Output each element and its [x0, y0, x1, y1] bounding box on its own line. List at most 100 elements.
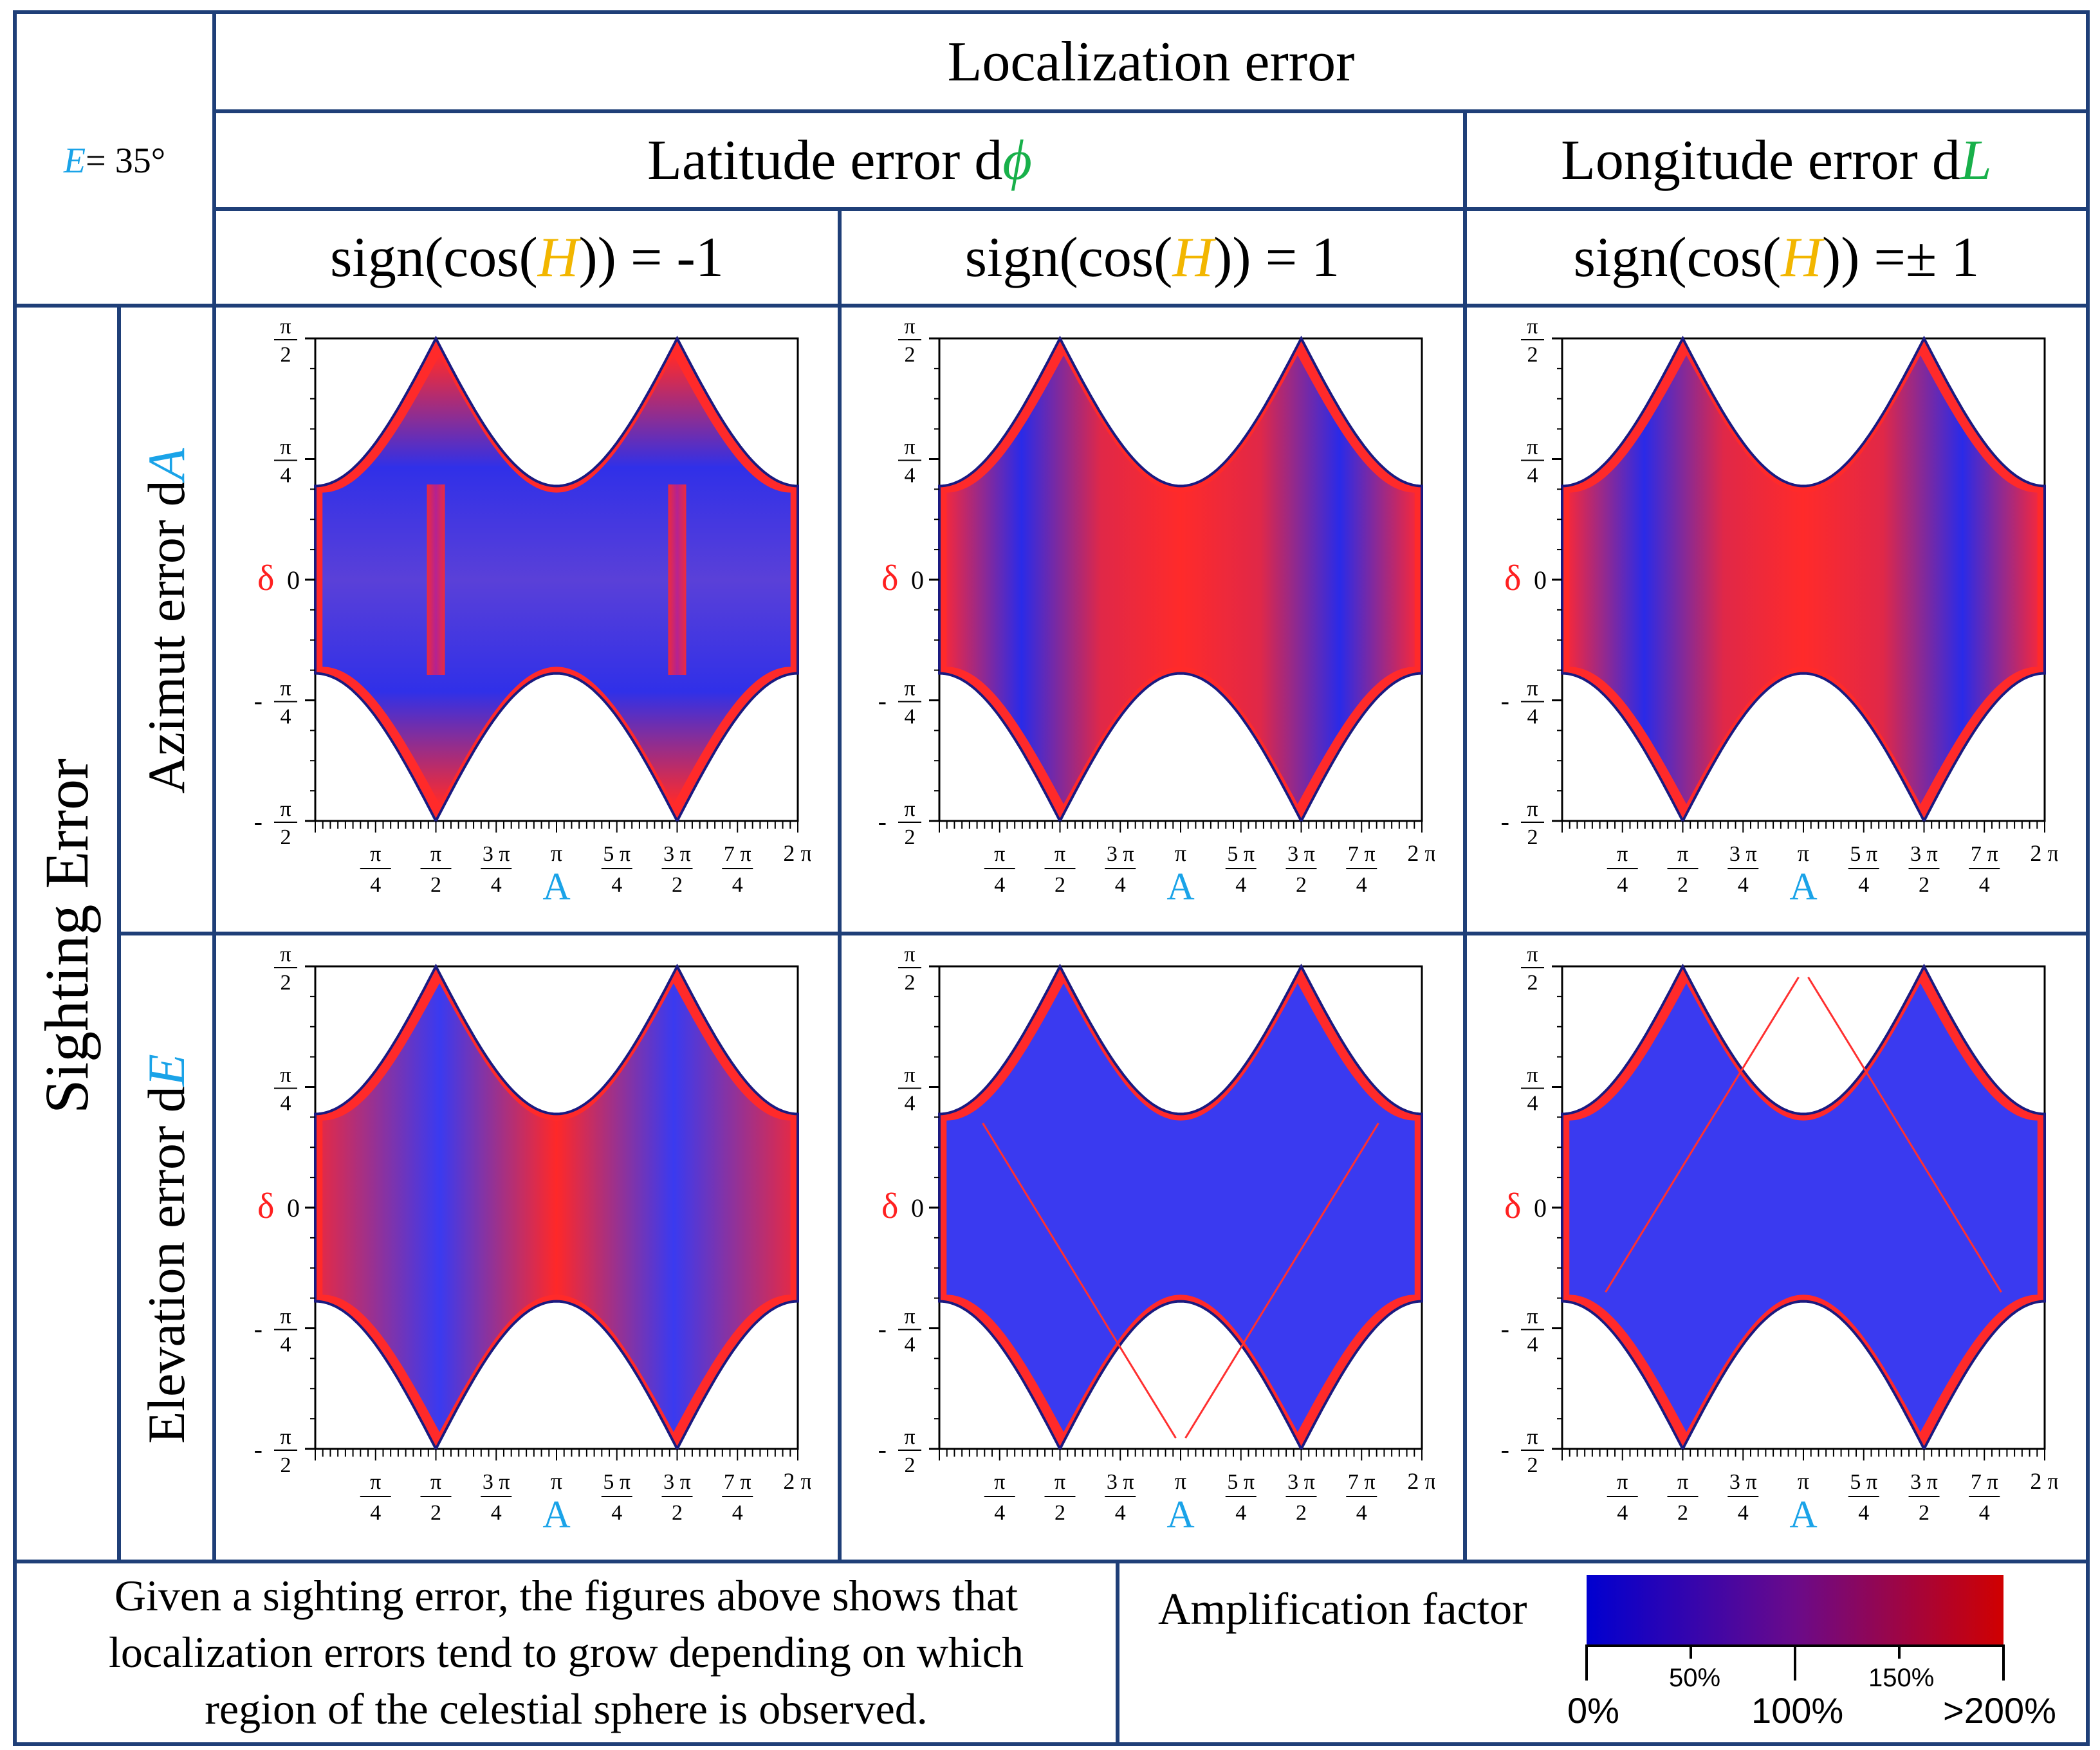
x-tick-num: 3 π	[483, 1470, 510, 1494]
y-tick-den: 2	[905, 1453, 916, 1477]
legend-title: Amplification factor	[1158, 1585, 1527, 1634]
x-tick-num: π	[1677, 842, 1688, 866]
y-tick-sign: -	[254, 1314, 262, 1343]
y-tick-sign: -	[254, 1435, 262, 1464]
y-tick-den: 2	[1527, 971, 1538, 995]
x-tick-den: 2	[1296, 1501, 1307, 1525]
y-tick-num: π	[904, 1425, 915, 1449]
x-tick-den: 4	[1617, 1501, 1628, 1525]
latitude-label: Latitude error d	[647, 129, 1003, 192]
x-tick-den: 2	[1296, 873, 1307, 897]
y-tick-num: π	[904, 1305, 915, 1329]
x-tick-num: π	[994, 1470, 1005, 1494]
y-tick-den: 2	[281, 971, 291, 995]
y-tick-den: 4	[1527, 1092, 1538, 1116]
legend-tick: >200%	[1943, 1690, 2056, 1731]
x-tick-label: 2 π	[783, 840, 811, 866]
sign-prefix: sign(cos(	[330, 226, 538, 289]
footer-note: Given a sighting error, the figures abov…	[17, 1567, 1116, 1737]
y-tick-label: 0	[911, 1193, 924, 1222]
plot-heatmap	[1569, 355, 2038, 804]
x-tick-label: π	[1175, 1468, 1186, 1494]
x-tick-num: π	[430, 1470, 441, 1494]
y-tick-den: 4	[281, 1092, 291, 1116]
y-tick-num: π	[280, 677, 291, 701]
y-tick-den: 2	[905, 343, 916, 367]
legend-box	[1116, 1560, 2090, 1746]
red-vertical-band	[427, 484, 445, 676]
x-tick-num: 7 π	[724, 1470, 751, 1494]
sign-header-pos: sign(cos(H)) = 1	[838, 207, 1467, 308]
x-tick-num: 3 π	[1729, 842, 1757, 866]
plot-field	[322, 355, 791, 804]
y-tick-num: π	[1527, 315, 1538, 338]
elevation-symbol: E	[63, 141, 86, 181]
sign-suffix: )) =± 1	[1821, 226, 1980, 289]
plot-field	[322, 983, 791, 1432]
x-tick-num: 5 π	[1227, 1470, 1255, 1494]
legend-colorbar	[1587, 1575, 2003, 1646]
y-tick-den: 4	[281, 705, 291, 729]
x-tick-num: 5 π	[603, 842, 631, 866]
y-tick-num: π	[904, 436, 915, 459]
x-tick-num: 3 π	[1107, 1470, 1134, 1494]
y-axis-label: δ	[1504, 558, 1521, 598]
x-tick-den: 4	[1979, 873, 1990, 897]
y-tick-num: π	[1527, 436, 1538, 459]
legend-tick: 150%	[1868, 1664, 1935, 1692]
y-tick-den: 2	[905, 971, 916, 995]
x-tick-num: 5 π	[1227, 842, 1255, 866]
x-tick-label: 2 π	[2030, 1468, 2058, 1494]
y-tick-num: π	[1527, 797, 1538, 821]
x-tick-num: 3 π	[483, 842, 510, 866]
x-tick-num: π	[1677, 1470, 1688, 1494]
sighting-error-label: Sighting Error	[32, 759, 101, 1114]
red-crest-line	[1184, 1122, 1379, 1439]
x-tick-num: 3 π	[1287, 842, 1315, 866]
x-tick-den: 4	[732, 873, 743, 897]
footer-line: region of the celestial sphere is observ…	[205, 1684, 928, 1733]
x-tick-den: 4	[370, 873, 381, 897]
x-tick-den: 2	[1055, 873, 1065, 897]
y-tick-den: 2	[1527, 825, 1538, 849]
legend-tick: 50%	[1669, 1664, 1721, 1692]
x-tick-num: π	[430, 842, 441, 866]
x-tick-den: 2	[1919, 873, 1930, 897]
x-tick-label: 2 π	[1407, 840, 1435, 866]
y-tick-num: π	[280, 315, 291, 338]
y-tick-num: π	[280, 1064, 291, 1087]
y-tick-num: π	[280, 1425, 291, 1449]
x-tick-den: 2	[1919, 1501, 1930, 1525]
x-tick-num: 3 π	[1910, 1470, 1938, 1494]
x-tick-num: 3 π	[1910, 842, 1938, 866]
x-tick-num: π	[1055, 842, 1065, 866]
y-tick-sign: -	[878, 686, 887, 715]
y-axis-label: δ	[881, 1186, 898, 1226]
y-axis-label: δ	[257, 558, 274, 598]
x-tick-den: 4	[994, 1501, 1005, 1525]
y-tick-num: π	[1527, 677, 1538, 701]
plot-field	[1569, 355, 2038, 804]
x-tick-den: 2	[672, 873, 683, 897]
x-tick-den: 4	[1738, 873, 1749, 897]
x-tick-den: 4	[611, 1501, 622, 1525]
y-tick-den: 4	[905, 1092, 916, 1116]
y-tick-sign: -	[1501, 1314, 1509, 1343]
y-tick-den: 4	[905, 1333, 916, 1357]
x-tick-num: 3 π	[1729, 1470, 1757, 1494]
y-tick-sign: -	[878, 807, 887, 836]
y-tick-den: 4	[1527, 464, 1538, 488]
x-tick-den: 4	[1858, 873, 1869, 897]
y-tick-sign: -	[254, 807, 262, 836]
y-tick-num: π	[904, 943, 915, 966]
y-tick-den: 4	[1527, 1333, 1538, 1357]
x-tick-den: 4	[1858, 1501, 1869, 1525]
sign-prefix: sign(cos(	[964, 226, 1173, 289]
x-axis-label: A	[1166, 865, 1194, 908]
x-tick-den: 2	[672, 1501, 683, 1525]
x-tick-den: 2	[1055, 1501, 1065, 1525]
x-tick-den: 4	[1356, 873, 1367, 897]
